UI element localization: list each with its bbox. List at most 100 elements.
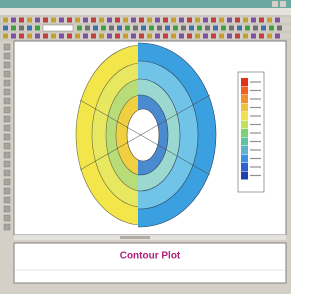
toolbar-button[interactable] [125, 26, 130, 31]
toolbar-button[interactable] [91, 34, 96, 39]
tool-button[interactable] [4, 53, 10, 59]
tool-button[interactable] [4, 71, 10, 77]
toolbar-button[interactable] [141, 26, 146, 31]
toolbar-button[interactable] [85, 26, 90, 31]
tool-button[interactable] [4, 134, 10, 140]
toolbar-button[interactable] [93, 26, 98, 31]
toolbar-button[interactable] [123, 34, 128, 39]
toolbar-button[interactable] [219, 18, 224, 23]
toolbar-button[interactable] [227, 34, 232, 39]
dropdown[interactable] [43, 25, 73, 31]
toolbar-button[interactable] [133, 26, 138, 31]
toolbar-button[interactable] [243, 18, 248, 23]
toolbar-button[interactable] [187, 18, 192, 23]
tool-button[interactable] [4, 125, 10, 131]
tool-button[interactable] [4, 197, 10, 203]
toolbar-button[interactable] [237, 26, 242, 31]
toolbar-button[interactable] [219, 34, 224, 39]
tool-button[interactable] [4, 170, 10, 176]
toolbar-button[interactable] [251, 34, 256, 39]
toolbar-button[interactable] [75, 34, 80, 39]
toolbar-button[interactable] [19, 34, 24, 39]
toolbar-button[interactable] [197, 26, 202, 31]
toolbar-button[interactable] [27, 26, 32, 31]
toolbar-button[interactable] [27, 18, 32, 23]
toolbar-button[interactable] [35, 18, 40, 23]
toolbar-button[interactable] [3, 26, 8, 31]
tool-button[interactable] [4, 62, 10, 68]
tool-button[interactable] [4, 206, 10, 212]
toolbar-button[interactable] [171, 18, 176, 23]
tool-button[interactable] [4, 161, 10, 167]
toolbar-button[interactable] [245, 26, 250, 31]
toolbar-button[interactable] [205, 26, 210, 31]
toolbar-button[interactable] [195, 18, 200, 23]
toolbar-button[interactable] [267, 34, 272, 39]
toolbar-button[interactable] [221, 26, 226, 31]
toolbar-button[interactable] [91, 18, 96, 23]
toolbar-button[interactable] [267, 18, 272, 23]
toolbar-button[interactable] [163, 18, 168, 23]
toolbar-button[interactable] [59, 18, 64, 23]
tool-button[interactable] [4, 80, 10, 86]
toolbar-button[interactable] [235, 18, 240, 23]
toolbar-button[interactable] [229, 26, 234, 31]
tool-button[interactable] [4, 98, 10, 104]
toolbar-button[interactable] [11, 34, 16, 39]
toolbar-button[interactable] [19, 26, 24, 31]
toolbar-button[interactable] [277, 26, 282, 31]
toolbar-button[interactable] [253, 26, 258, 31]
toolbar-button[interactable] [261, 26, 266, 31]
toolbar-button[interactable] [213, 26, 218, 31]
toolbar-button[interactable] [163, 34, 168, 39]
tool-button[interactable] [4, 143, 10, 149]
toolbar-button[interactable] [211, 18, 216, 23]
toolbar-button[interactable] [139, 18, 144, 23]
toolbar-button[interactable] [35, 26, 40, 31]
toolbar-button[interactable] [243, 34, 248, 39]
toolbar-button[interactable] [101, 26, 106, 31]
tool-button[interactable] [4, 224, 10, 230]
toolbar-button[interactable] [117, 26, 122, 31]
toolbar-button[interactable] [179, 34, 184, 39]
toolbar-button[interactable] [107, 18, 112, 23]
toolbar-button[interactable] [259, 34, 264, 39]
toolbar-button[interactable] [173, 26, 178, 31]
tool-button[interactable] [4, 107, 10, 113]
toolbar-button[interactable] [203, 18, 208, 23]
tool-button[interactable] [4, 188, 10, 194]
toolbar-button[interactable] [67, 34, 72, 39]
toolbar-button[interactable] [99, 34, 104, 39]
toolbar-button[interactable] [149, 26, 154, 31]
toolbar-button[interactable] [187, 34, 192, 39]
toolbar-button[interactable] [35, 34, 40, 39]
toolbar-button[interactable] [165, 26, 170, 31]
toolbar-button[interactable] [59, 34, 64, 39]
toolbar-button[interactable] [275, 18, 280, 23]
toolbar-button[interactable] [235, 34, 240, 39]
toolbar-button[interactable] [147, 34, 152, 39]
toolbar-button[interactable] [157, 26, 162, 31]
toolbar-button[interactable] [115, 18, 120, 23]
toolbar-button[interactable] [3, 34, 8, 39]
tool-button[interactable] [4, 44, 10, 50]
toolbar-button[interactable] [107, 34, 112, 39]
toolbar-button[interactable] [195, 34, 200, 39]
toolbar-button[interactable] [269, 26, 274, 31]
toolbar-button[interactable] [67, 18, 72, 23]
toolbar-button[interactable] [171, 34, 176, 39]
toolbar-button[interactable] [3, 18, 8, 23]
toolbar-button[interactable] [211, 34, 216, 39]
toolbar-button[interactable] [99, 18, 104, 23]
toolbar-button[interactable] [155, 18, 160, 23]
toolbar-button[interactable] [43, 34, 48, 39]
toolbar-button[interactable] [19, 18, 24, 23]
toolbar-button[interactable] [251, 18, 256, 23]
minimize-button[interactable] [272, 1, 278, 7]
tool-button[interactable] [4, 152, 10, 158]
toolbar-button[interactable] [275, 34, 280, 39]
toolbar-button[interactable] [181, 26, 186, 31]
toolbar-button[interactable] [139, 34, 144, 39]
toolbar-button[interactable] [115, 34, 120, 39]
toolbar-button[interactable] [27, 34, 32, 39]
